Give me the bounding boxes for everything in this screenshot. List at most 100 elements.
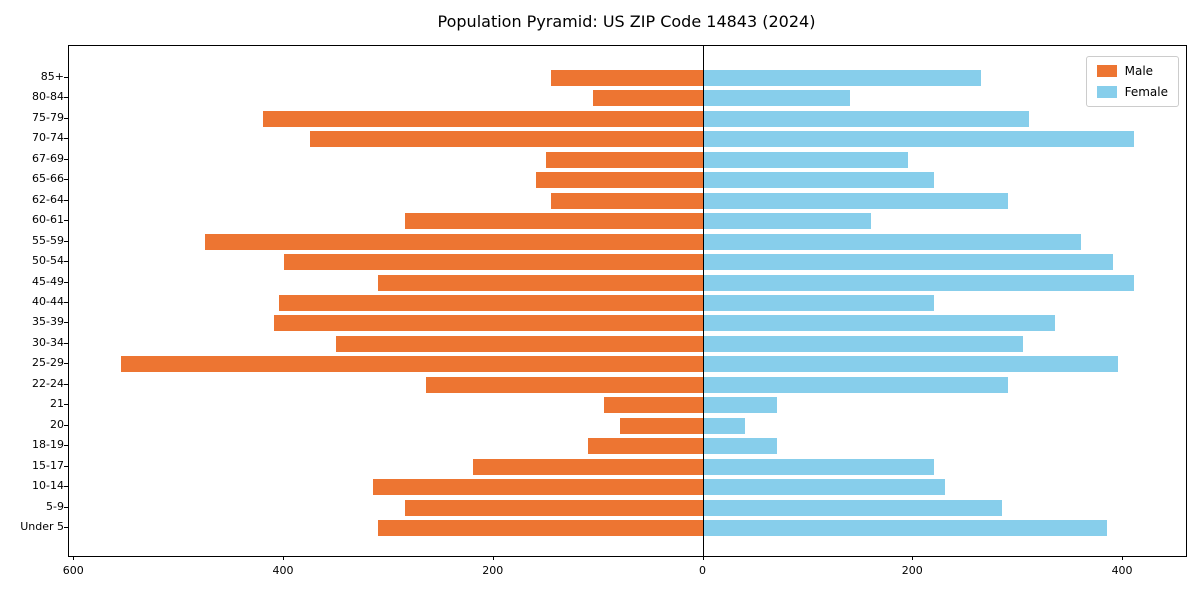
y-tick-mark xyxy=(64,97,68,99)
y-tick-mark xyxy=(64,220,68,222)
bar-female-21 xyxy=(703,397,777,414)
x-tick-mark xyxy=(702,556,704,560)
y-tick-label-15-17: 15-17 xyxy=(32,458,64,472)
y-tick-mark xyxy=(64,138,68,140)
x-tick-mark xyxy=(912,556,914,560)
bar-female-40-44 xyxy=(703,295,935,311)
y-tick-mark xyxy=(64,240,68,242)
plot-area: Male Female xyxy=(68,45,1187,557)
y-tick-mark xyxy=(64,486,68,488)
female-color-swatch xyxy=(1096,86,1117,98)
y-tick-label-50-54: 50-54 xyxy=(32,254,64,268)
bar-female-Under 5 xyxy=(703,520,1108,536)
bar-male-35-39 xyxy=(273,315,704,332)
y-tick-label-20: 20 xyxy=(50,417,64,431)
y-tick-label-65-66: 65-66 xyxy=(32,172,64,186)
y-tick-mark xyxy=(64,363,68,365)
y-tick-mark xyxy=(64,199,68,201)
y-tick-mark xyxy=(64,506,68,508)
bar-female-65-66 xyxy=(703,172,935,189)
bar-female-45-49 xyxy=(703,274,1134,291)
y-tick-mark xyxy=(64,342,68,344)
bar-male-40-44 xyxy=(278,295,704,311)
y-tick-mark xyxy=(64,527,68,528)
x-tick-label-400: 400 xyxy=(272,564,294,577)
bar-male-62-64 xyxy=(551,192,704,209)
y-tick-label-62-64: 62-64 xyxy=(32,192,64,206)
y-tick-mark xyxy=(64,383,68,385)
y-tick-label-21: 21 xyxy=(50,397,64,411)
bar-male-50-54 xyxy=(284,254,704,271)
x-tick-mark xyxy=(1122,556,1124,560)
bar-male-80-84 xyxy=(593,90,704,107)
bar-male-15-17 xyxy=(472,458,704,475)
legend-item-female: Female xyxy=(1096,85,1168,99)
zero-axis-line xyxy=(702,46,705,556)
bar-male-5-9 xyxy=(404,499,704,516)
y-tick-label-35-39: 35-39 xyxy=(32,315,64,329)
bar-female-18-19 xyxy=(703,438,777,455)
y-tick-mark xyxy=(64,117,68,119)
bar-male-20 xyxy=(619,417,704,434)
bar-male-45-49 xyxy=(378,274,704,291)
legend-item-male: Male xyxy=(1096,64,1168,78)
male-color-swatch xyxy=(1096,65,1117,77)
x-tick-label-200: 200 xyxy=(901,564,923,577)
x-tick-label-400: 400 xyxy=(1111,564,1133,577)
bar-female-22-24 xyxy=(703,376,1008,393)
bar-male-10-14 xyxy=(373,479,704,496)
y-tick-label-55-59: 55-59 xyxy=(32,233,64,247)
bar-female-10-14 xyxy=(703,479,945,496)
y-tick-label-10-14: 10-14 xyxy=(32,479,64,493)
x-tick-label-600: 600 xyxy=(62,564,84,577)
bar-male-21 xyxy=(603,397,704,414)
bar-male-60-61 xyxy=(404,213,704,230)
y-tick-mark xyxy=(64,302,68,303)
bar-female-25-29 xyxy=(703,356,1118,373)
x-tick-mark xyxy=(73,556,75,560)
y-tick-mark xyxy=(64,158,68,160)
y-tick-mark xyxy=(64,404,68,406)
bar-female-80-84 xyxy=(703,90,851,107)
bar-male-65-66 xyxy=(535,172,704,189)
x-tick-label-200: 200 xyxy=(482,564,504,577)
y-tick-label-22-24: 22-24 xyxy=(32,376,64,390)
y-tick-label-85+: 85+ xyxy=(40,70,64,83)
bar-male-67-69 xyxy=(546,151,704,168)
bar-male-70-74 xyxy=(310,131,704,148)
bar-female-60-61 xyxy=(703,213,872,230)
bar-male-75-79 xyxy=(263,110,704,127)
legend-label-female: Female xyxy=(1124,85,1168,99)
y-tick-label-70-74: 70-74 xyxy=(32,131,64,145)
bar-female-85+ xyxy=(703,70,982,86)
y-tick-mark xyxy=(64,179,68,181)
bar-female-70-74 xyxy=(703,131,1134,148)
y-tick-mark xyxy=(64,281,68,283)
bar-female-5-9 xyxy=(703,499,1003,516)
y-tick-label-67-69: 67-69 xyxy=(32,151,64,165)
bar-female-55-59 xyxy=(703,233,1082,250)
bar-female-50-54 xyxy=(703,254,1113,271)
bar-female-20 xyxy=(703,417,746,434)
bar-female-15-17 xyxy=(703,458,935,475)
bar-male-22-24 xyxy=(425,376,704,393)
bar-female-30-34 xyxy=(703,335,1024,352)
bar-male-30-34 xyxy=(336,335,704,352)
bar-male-Under 5 xyxy=(378,520,704,536)
x-tick-mark xyxy=(283,556,284,560)
bar-male-25-29 xyxy=(121,356,704,373)
x-tick-label-0: 0 xyxy=(699,564,707,577)
y-tick-mark xyxy=(64,465,68,467)
bar-female-67-69 xyxy=(703,151,909,168)
y-tick-label-80-84: 80-84 xyxy=(32,90,64,104)
bar-male-18-19 xyxy=(588,438,704,455)
y-tick-mark xyxy=(64,445,68,447)
bar-female-75-79 xyxy=(703,110,1029,127)
y-tick-label-40-44: 40-44 xyxy=(32,295,64,308)
y-tick-mark xyxy=(64,322,68,324)
legend: Male Female xyxy=(1085,56,1179,107)
x-tick-mark xyxy=(492,556,494,560)
bar-male-55-59 xyxy=(205,233,704,250)
y-tick-label-60-61: 60-61 xyxy=(32,213,64,227)
